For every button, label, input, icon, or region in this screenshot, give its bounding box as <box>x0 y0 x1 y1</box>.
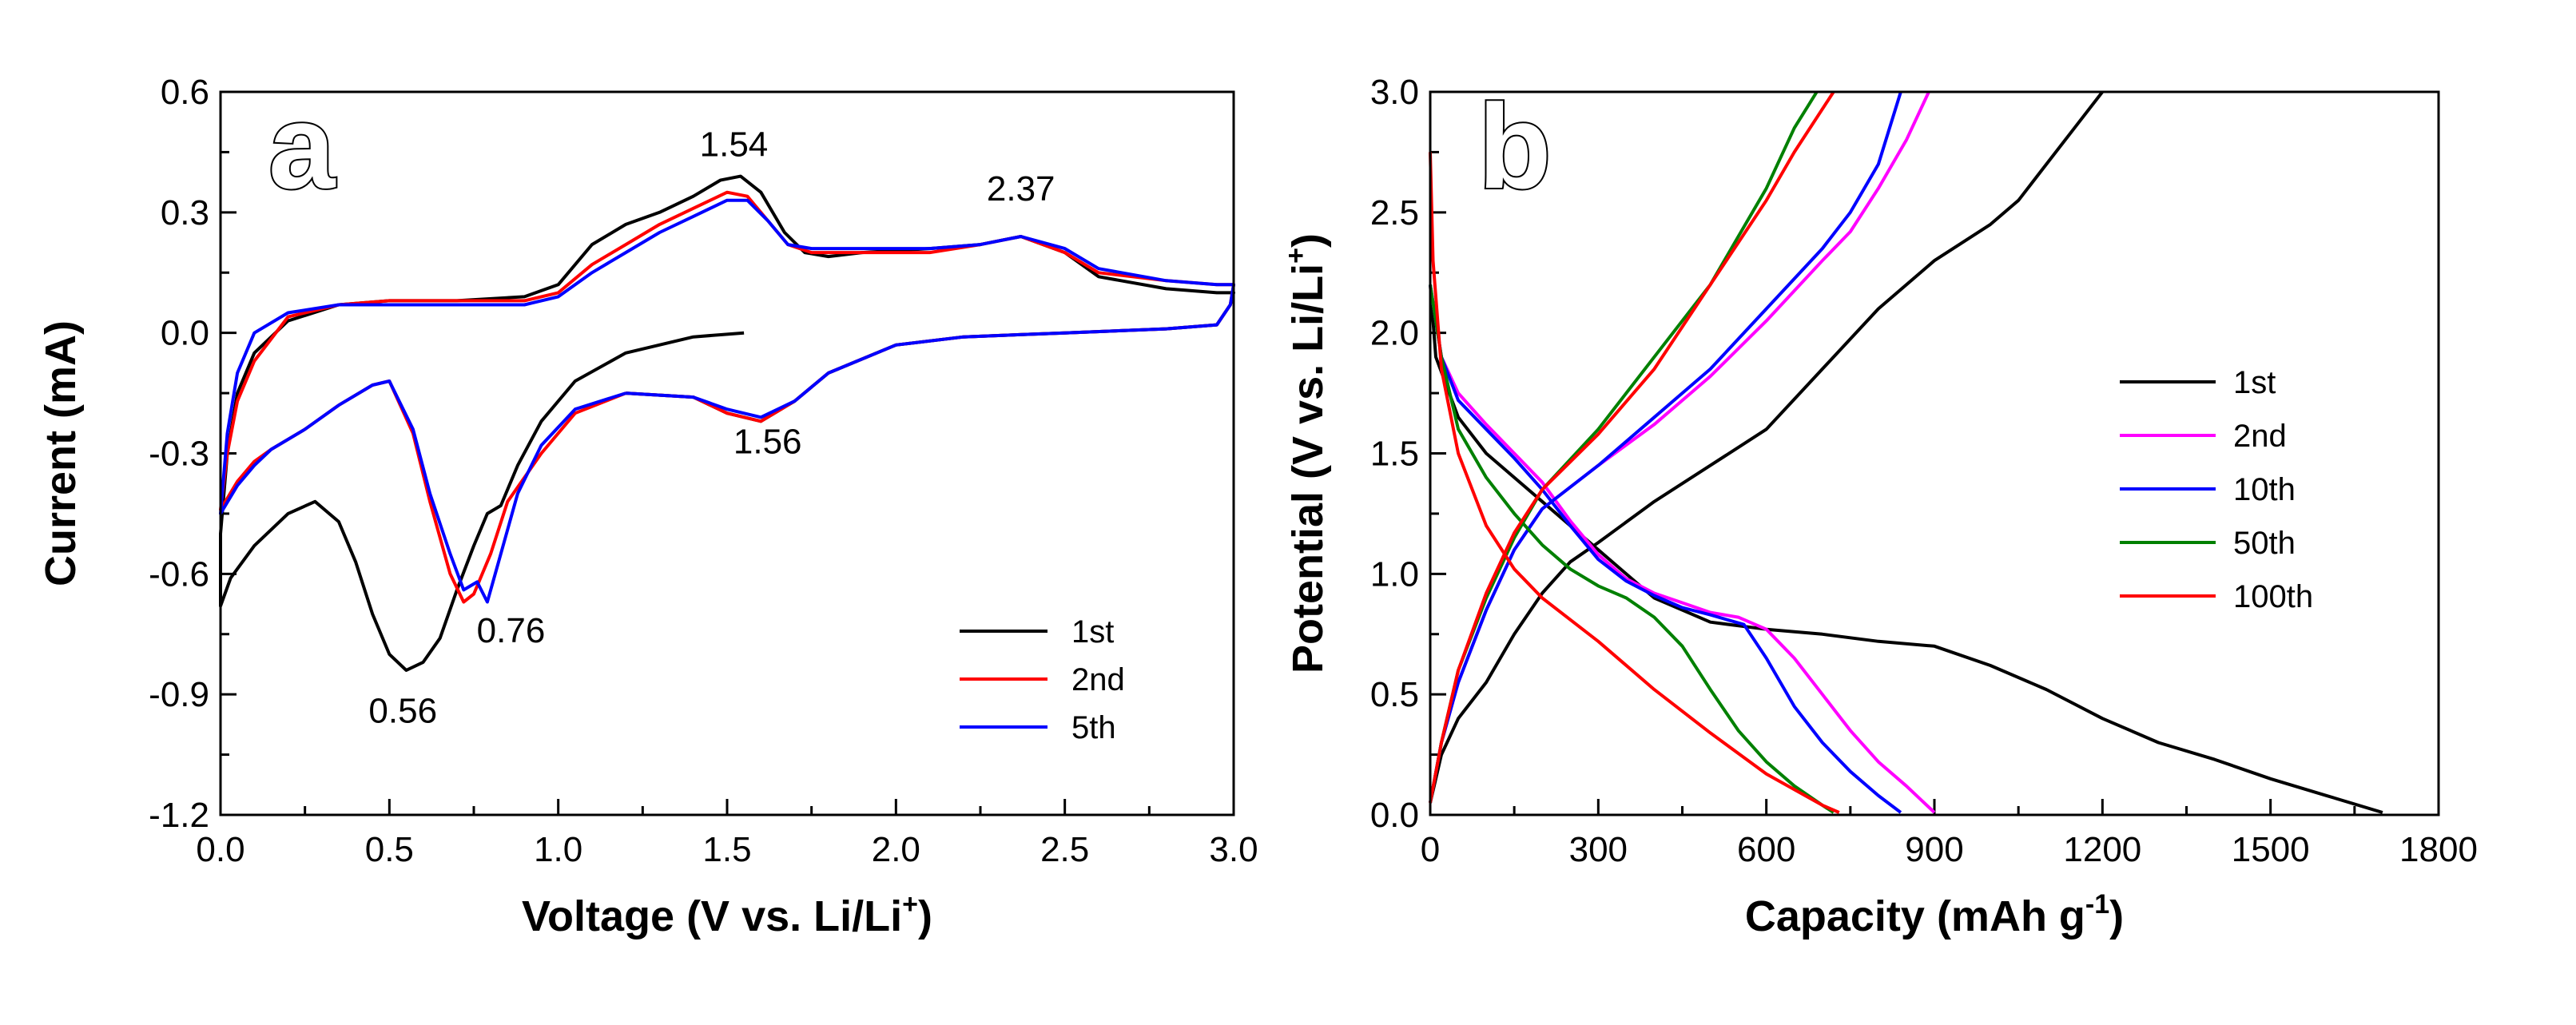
peak-annotation: 1.54 <box>700 125 769 164</box>
y-tick-label: 0.6 <box>161 73 209 112</box>
panel-b-legend: 1st 2nd 10th 50th 100th <box>2120 365 2313 614</box>
discharge-curve-1st <box>1429 284 2383 814</box>
series-line-2nd <box>219 190 1235 604</box>
legend-label-5th: 5th <box>1071 710 1116 745</box>
x-tick-label: 900 <box>1905 830 1963 869</box>
panel-a-y-axis-title: Current (mA) <box>37 320 85 586</box>
legend-label-1st: 1st <box>1071 614 1114 650</box>
y-tick-label: 1.0 <box>1370 554 1419 594</box>
series-line-1st <box>219 174 1235 672</box>
y-tick-label: -0.3 <box>149 435 209 474</box>
x-tick-label: 1500 <box>2232 830 2310 869</box>
x-tick-label: 3.0 <box>1209 830 1258 869</box>
charge-curve-100th <box>1429 90 1835 804</box>
x-tick-label: 0.0 <box>196 830 244 869</box>
discharge-curve-10th <box>1429 284 1902 814</box>
legend-label-2nd: 2nd <box>2233 419 2287 454</box>
x-tick-label: 300 <box>1569 830 1628 869</box>
x-tick-label: 1800 <box>2399 830 2478 869</box>
x-tick-label: 2.0 <box>872 830 920 869</box>
peak-annotation: 0.56 <box>368 691 437 730</box>
y-tick-label: 0.5 <box>1370 675 1419 714</box>
panel-a: 0.0 0.5 1.0 1.5 2.0 2.5 3.0 -1.2 -0.9 -0.6 -0.3 0.0… <box>37 73 1258 940</box>
legend-label-2nd: 2nd <box>1071 662 1125 697</box>
panel-b-label: b <box>1478 79 1552 213</box>
legend-label-1st: 1st <box>2233 365 2276 400</box>
y-tick-label: 2.5 <box>1370 193 1419 232</box>
peak-annotation: 0.76 <box>477 611 546 650</box>
panel-a-frame <box>219 90 1235 816</box>
panel-a-label: a <box>268 79 336 213</box>
x-tick-label: 2.5 <box>1040 830 1089 869</box>
discharge-curve-50th <box>1429 284 1835 814</box>
y-tick-label: 1.5 <box>1370 435 1419 474</box>
x-tick-label: 1.5 <box>702 830 751 869</box>
legend-label-10th: 10th <box>2233 472 2296 507</box>
y-tick-label: 2.0 <box>1370 314 1419 353</box>
panel-a-ticks: 0.0 0.5 1.0 1.5 2.0 2.5 3.0 -1.2 -0.9 -0.6 -0.3 0.0… <box>149 73 1258 869</box>
series-line-5th <box>219 198 1235 604</box>
peak-annotation: 1.56 <box>733 423 802 462</box>
legend-label-100th: 100th <box>2233 579 2313 614</box>
panel-a-series <box>219 174 1235 672</box>
y-tick-label: 0.3 <box>161 193 209 232</box>
y-tick-label: -0.6 <box>149 554 209 594</box>
y-tick-label: -1.2 <box>149 796 209 835</box>
y-tick-label: 0.0 <box>1370 796 1419 835</box>
x-tick-label: 0.5 <box>365 830 414 869</box>
y-tick-label: -0.9 <box>149 675 209 714</box>
discharge-curve-100th <box>1429 152 1840 814</box>
x-tick-label: 600 <box>1737 830 1795 869</box>
panel-b-frame <box>1429 90 2440 816</box>
y-tick-label: 0.0 <box>161 314 209 353</box>
panel-b: 0 300 600 900 1200 1500 1800 0.0 0.5 1.0 1.5 2.0 2.5… <box>1281 73 2478 940</box>
panel-b-series <box>1429 90 2383 814</box>
x-tick-label: 1200 <box>2063 830 2141 869</box>
discharge-curve-2nd <box>1429 284 1936 814</box>
panel-a-legend: 1st 2nd 5th <box>960 614 1125 745</box>
panel-b-y-axis-title: Potential (V vs. Li/Li+) <box>1281 233 1332 673</box>
panel-a-annotations: 1.54 2.37 1.56 0.76 0.56 <box>368 125 1055 730</box>
panel-b-ticks: 0 300 600 900 1200 1500 1800 0.0 0.5 1.0 1.5 2.0 2.5… <box>1370 73 2478 869</box>
charge-curve-1st <box>1429 90 2104 804</box>
panel-a-x-axis-title: Voltage (V vs. Li/Li+) <box>522 889 932 940</box>
x-tick-label: 0 <box>1421 830 1440 869</box>
panel-b-x-axis-title: Capacity (mAh g-1) <box>1745 889 2124 940</box>
legend-label-50th: 50th <box>2233 526 2296 561</box>
x-tick-label: 1.0 <box>534 830 582 869</box>
charge-curve-10th <box>1429 91 1902 804</box>
peak-annotation: 2.37 <box>987 169 1055 209</box>
y-tick-label: 3.0 <box>1370 73 1419 112</box>
